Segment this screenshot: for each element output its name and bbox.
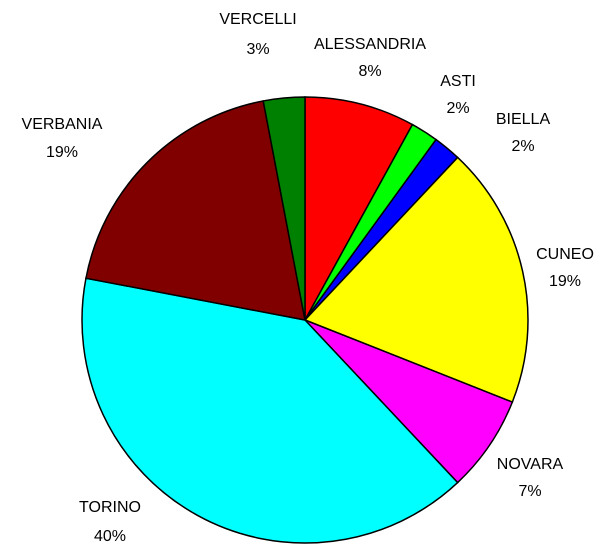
slice-label: TORINO (79, 499, 141, 516)
pie-slice (303, 156, 529, 404)
pie-slice (81, 277, 459, 544)
slice-label: CUNEO (536, 246, 594, 263)
slice-value-label: 2% (511, 138, 534, 155)
slice-value-label: 40% (94, 528, 126, 545)
slice-value-label: 19% (46, 144, 78, 161)
slice-value-label: 2% (446, 100, 469, 117)
slice-label: ALESSANDRIA (314, 36, 426, 53)
slice-value-label: 7% (518, 483, 541, 500)
pie-slice (85, 100, 306, 321)
slice-label: NOVARA (497, 456, 564, 473)
slice-value-label: 3% (246, 41, 269, 58)
pie-slice (304, 96, 414, 321)
slice-label: VERCELLI (219, 11, 296, 28)
slice-label: BIELLA (496, 111, 551, 128)
slice-label: VERBANIA (22, 116, 103, 133)
slice-value-label: 8% (358, 63, 381, 80)
pie-slice (262, 96, 306, 321)
slice-value-label: 19% (549, 273, 581, 290)
slice-label: ASTI (440, 73, 476, 90)
